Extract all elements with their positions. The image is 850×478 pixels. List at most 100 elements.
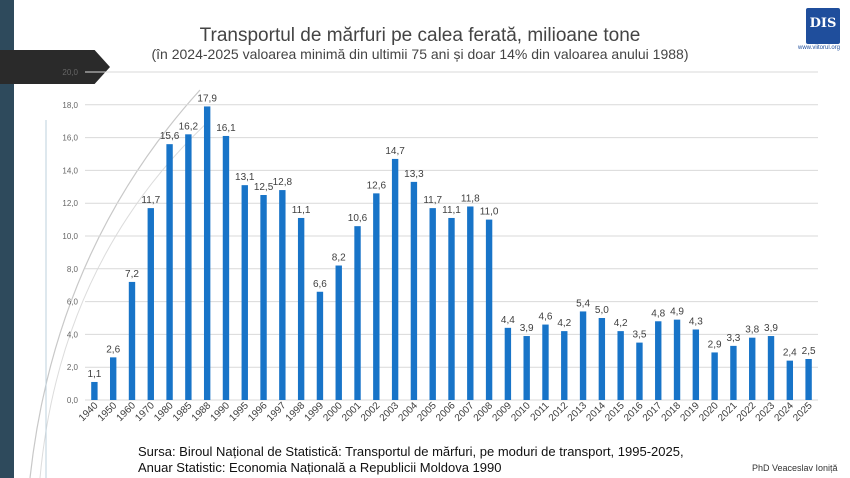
y-tick-label: 6,0 bbox=[67, 298, 79, 307]
data-label: 4,6 bbox=[539, 312, 553, 323]
data-label: 3,9 bbox=[764, 323, 778, 334]
data-label: 2,4 bbox=[783, 348, 797, 359]
x-tick-label: 1995 bbox=[227, 400, 251, 424]
x-tick-label: 2010 bbox=[509, 400, 533, 424]
data-label: 8,2 bbox=[332, 253, 346, 264]
data-label: 11,7 bbox=[141, 195, 160, 206]
bar bbox=[636, 342, 643, 400]
bar bbox=[749, 337, 756, 400]
x-tick-label: 2016 bbox=[622, 400, 646, 424]
bar bbox=[786, 360, 794, 400]
bar bbox=[410, 181, 418, 400]
data-label: 3,9 bbox=[520, 323, 534, 334]
bar bbox=[241, 185, 248, 400]
bar bbox=[767, 336, 775, 400]
bar bbox=[260, 195, 267, 400]
x-tick-label: 2018 bbox=[660, 400, 684, 424]
data-label: 11,8 bbox=[461, 193, 480, 204]
logo-text: DIS bbox=[809, 16, 837, 31]
logo-url: www.viitorul.org bbox=[797, 45, 840, 51]
bar bbox=[316, 291, 324, 400]
x-tick-label: 2003 bbox=[378, 400, 402, 424]
bar bbox=[91, 381, 98, 400]
data-label: 10,6 bbox=[348, 213, 368, 224]
data-label: 2,6 bbox=[106, 344, 120, 355]
data-label: 13,1 bbox=[235, 172, 255, 183]
data-label: 3,3 bbox=[726, 333, 740, 344]
x-tick-label: 1996 bbox=[246, 400, 270, 424]
bar bbox=[504, 327, 512, 400]
x-tick-label: 1997 bbox=[265, 400, 289, 424]
data-label: 12,6 bbox=[367, 180, 387, 191]
data-label: 11,1 bbox=[292, 205, 311, 216]
bar bbox=[805, 359, 812, 400]
x-tick-label: 1940 bbox=[77, 400, 101, 424]
data-label: 2,9 bbox=[708, 339, 722, 350]
bar bbox=[711, 352, 718, 400]
y-tick-label: 2,0 bbox=[67, 363, 79, 372]
data-label: 6,6 bbox=[313, 279, 327, 290]
bar bbox=[166, 144, 173, 400]
bar bbox=[598, 318, 606, 400]
y-tick-label: 16,0 bbox=[62, 134, 78, 143]
x-tick-label: 1970 bbox=[133, 400, 157, 424]
data-label: 16,2 bbox=[179, 121, 199, 132]
data-label: 4,9 bbox=[670, 307, 684, 318]
y-tick-label: 14,0 bbox=[62, 166, 78, 175]
y-tick-label: 12,0 bbox=[62, 199, 78, 208]
data-label: 13,3 bbox=[404, 169, 424, 180]
x-tick-label: 2015 bbox=[603, 400, 627, 424]
x-tick-label: 1999 bbox=[303, 400, 327, 424]
x-tick-label: 2013 bbox=[566, 400, 590, 424]
x-tick-label: 1985 bbox=[171, 400, 195, 424]
data-label: 4,3 bbox=[689, 316, 703, 327]
data-label: 16,1 bbox=[216, 123, 236, 134]
data-label: 3,5 bbox=[632, 330, 646, 341]
data-label: 17,9 bbox=[197, 93, 217, 104]
x-tick-label: 2022 bbox=[735, 400, 759, 424]
x-tick-label: 1960 bbox=[115, 400, 139, 424]
bar bbox=[673, 319, 681, 400]
data-label: 11,1 bbox=[442, 205, 461, 216]
bar bbox=[448, 217, 455, 400]
chart-subtitle: (în 2024-2025 valoarea minimă din ultimi… bbox=[151, 46, 689, 62]
data-label: 12,8 bbox=[273, 177, 293, 188]
x-tick-label: 2014 bbox=[584, 400, 608, 424]
x-tick-label: 2006 bbox=[434, 400, 458, 424]
data-label: 15,6 bbox=[160, 131, 180, 142]
x-tick-label: 2005 bbox=[415, 400, 439, 424]
y-tick-label: 20,0 bbox=[62, 68, 78, 77]
x-tick-label: 2011 bbox=[529, 400, 552, 423]
bar bbox=[222, 135, 230, 400]
bar bbox=[297, 217, 305, 400]
left-decor-band bbox=[0, 0, 14, 478]
x-tick-label: 2025 bbox=[791, 400, 815, 424]
y-tick-label: 0,0 bbox=[67, 396, 79, 405]
bar bbox=[429, 208, 436, 400]
x-tick-label: 2012 bbox=[547, 400, 571, 424]
x-tick-label: 2023 bbox=[754, 400, 778, 424]
data-label: 4,2 bbox=[614, 318, 628, 329]
source-line-2: Anuar Statistic: Economia Națională a Re… bbox=[138, 460, 502, 475]
data-label: 1,1 bbox=[87, 369, 101, 380]
bar bbox=[279, 190, 286, 400]
bar bbox=[203, 106, 211, 400]
x-tick-label: 1990 bbox=[209, 400, 233, 424]
x-tick-label: 2024 bbox=[772, 400, 796, 424]
x-tick-label: 2007 bbox=[453, 400, 477, 424]
bar bbox=[579, 311, 587, 400]
x-tick-label: 2008 bbox=[472, 400, 496, 424]
x-tick-label: 2001 bbox=[340, 400, 364, 424]
chart-title: Transportul de mărfuri pe calea ferată, … bbox=[199, 25, 641, 46]
x-tick-label: 1988 bbox=[190, 400, 214, 424]
x-tick-label: 2002 bbox=[359, 400, 383, 424]
x-tick-label: 2009 bbox=[490, 400, 514, 424]
y-tick-label: 18,0 bbox=[62, 101, 78, 110]
data-label: 7,2 bbox=[125, 269, 139, 280]
data-label: 5,0 bbox=[595, 305, 609, 316]
source-line-1: Sursa: Biroul Național de Statistică: Tr… bbox=[138, 444, 684, 459]
y-tick-label: 8,0 bbox=[67, 265, 79, 274]
data-label: 2,5 bbox=[802, 346, 816, 357]
bar bbox=[692, 329, 700, 400]
